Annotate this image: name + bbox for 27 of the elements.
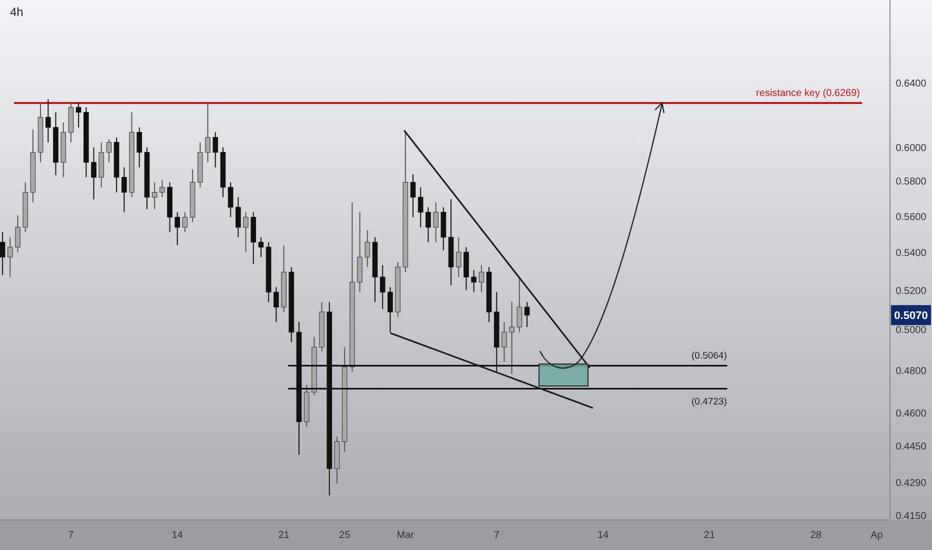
y-tick-label: 0.4800	[896, 366, 927, 377]
x-tick-label: 14	[597, 530, 610, 541]
x-tick-label: 25	[339, 530, 351, 541]
x-tick-label: 7	[494, 530, 500, 541]
x-tick-label: 21	[278, 530, 290, 541]
y-tick-label: 0.4150	[896, 511, 927, 522]
annotation: (0.5064)	[692, 350, 727, 362]
y-tick-label: 0.6000	[896, 142, 927, 154]
x-tick-label: Mar	[396, 530, 415, 541]
y-tick-label: 0.5200	[896, 286, 927, 297]
x-tick-label: 28	[810, 530, 822, 541]
x-tick-label: 14	[172, 530, 184, 541]
y-tick-label: 0.6400	[896, 78, 927, 90]
y-tick-label: 0.5800	[896, 176, 927, 188]
y-tick-label: 0.4450	[896, 441, 927, 452]
y-tick-label: 0.5600	[896, 212, 927, 223]
y-tick-label: 0.5400	[896, 248, 927, 260]
x-tick-label: 7	[68, 530, 74, 541]
ref-line-label: resistance key (0.6269)	[756, 88, 860, 100]
annotation: 0.5070	[894, 310, 928, 322]
x-tick-label: Ap	[870, 530, 884, 541]
annotation: (0.4723)	[692, 396, 727, 408]
y-tick-label: 0.4290	[896, 478, 927, 490]
x-tick-label: 21	[704, 530, 716, 541]
y-tick-label: 0.5000	[896, 325, 927, 336]
y-tick-label: 0.4600	[896, 408, 927, 420]
chart-title: 4h	[10, 5, 24, 19]
